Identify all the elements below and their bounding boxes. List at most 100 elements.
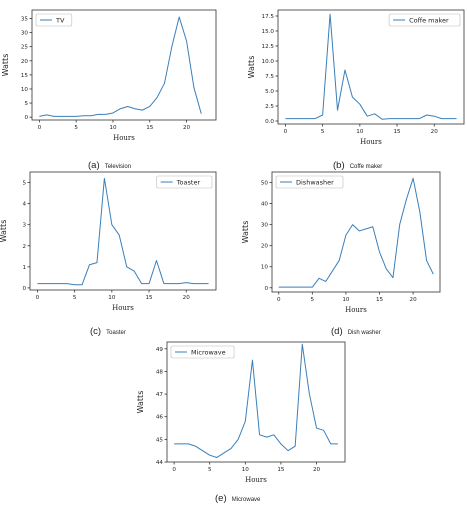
caption-tag: (b) (333, 160, 345, 171)
caption-name: Dish washer (347, 330, 381, 336)
y-axis-title: Watts (241, 221, 250, 244)
y-tick-label: 15 (21, 73, 29, 79)
x-tick-label: 0 (284, 129, 288, 135)
x-tick-label: 10 (108, 295, 116, 301)
y-tick-label: 49 (156, 347, 164, 353)
y-tick-label: 10 (21, 87, 29, 93)
y-tick-label: 20 (21, 59, 29, 65)
caption-name: Coffe maker (349, 164, 383, 170)
y-tick-label: 2 (22, 244, 26, 250)
x-tick-label: 0 (36, 295, 40, 301)
x-tick-label: 15 (393, 129, 401, 135)
y-tick-label: 50 (261, 181, 269, 187)
series-line-coffe-maker (285, 13, 457, 120)
y-tick-label: 46 (156, 415, 164, 421)
x-tick-label: 15 (277, 467, 285, 473)
y-tick-label: 5.0 (265, 89, 274, 95)
legend-frame (170, 345, 235, 359)
y-tick-label: 45 (156, 437, 164, 443)
series-line-toaster (37, 177, 209, 286)
x-tick-label: 20 (183, 125, 191, 131)
y-tick-label: 20 (261, 244, 269, 250)
y-axis-title: Watts (1, 54, 10, 77)
caption-dishwasher: (d) Dish washer (331, 319, 381, 338)
y-tick-label: 5 (24, 101, 28, 107)
y-tick-label: 4 (22, 202, 26, 208)
plot-frame (31, 9, 217, 121)
y-tick-label: 25 (21, 45, 29, 51)
x-axis-title: Hours (113, 134, 135, 142)
y-tick-label: 0.0 (265, 119, 274, 125)
x-tick-label: 20 (183, 295, 191, 301)
x-tick-label: 5 (321, 129, 325, 135)
x-tick-label: 20 (410, 297, 418, 303)
x-tick-label: 0 (172, 467, 176, 473)
y-tick-label: 30 (261, 223, 269, 229)
caption-tag: (a) (88, 160, 100, 171)
legend-label: Toaster (176, 178, 201, 186)
legend-frame (275, 175, 344, 189)
x-tick-label: 15 (146, 125, 154, 131)
legend: Toaster (156, 175, 213, 189)
caption-name: Toaster (106, 330, 126, 336)
y-tick-label: 7.5 (265, 74, 274, 80)
legend-label: Dishwasher (296, 178, 334, 186)
legend-label: TV (55, 16, 65, 24)
y-tick-label: 47 (156, 392, 164, 398)
legend-frame (388, 13, 461, 27)
y-axis-title: Watts (0, 220, 8, 243)
series-line-tv (39, 16, 202, 117)
legend-frame (156, 175, 213, 189)
y-tick-label: 44 (156, 460, 164, 466)
x-axis-title: Hours (360, 138, 382, 146)
legend-frame (35, 13, 73, 27)
y-tick-label: 40 (261, 202, 269, 208)
legend: Coffe maker (388, 13, 461, 27)
series-line-dishwasher (278, 177, 434, 288)
x-axis-title: Hours (245, 476, 267, 484)
x-tick-label: 20 (431, 129, 439, 135)
x-axis-title: Hours (112, 304, 134, 312)
y-axis-title: Watts (136, 391, 145, 414)
x-tick-label: 10 (242, 467, 250, 473)
y-axis-title: Watts (247, 56, 256, 79)
y-tick-label: 15.0 (262, 29, 275, 35)
y-tick-label: 48 (156, 369, 164, 375)
x-tick-label: 0 (277, 297, 281, 303)
y-tick-label: 10.0 (262, 59, 275, 65)
x-tick-label: 15 (376, 297, 384, 303)
caption-name: Microwave (231, 497, 261, 503)
caption-name: Television (104, 164, 132, 170)
legend-label: Coffe maker (409, 16, 449, 24)
y-tick-label: 0 (24, 115, 28, 121)
x-tick-label: 5 (73, 295, 77, 301)
y-tick-label: 0 (22, 286, 26, 292)
plot-frame (277, 9, 465, 125)
legend: TV (35, 13, 73, 27)
caption-tag: (e) (215, 493, 227, 504)
x-tick-label: 15 (145, 295, 153, 301)
x-tick-label: 10 (109, 125, 117, 131)
y-tick-label: 0 (264, 286, 268, 292)
series-line-microwave (174, 343, 338, 458)
caption-television: (a) Television (88, 153, 131, 172)
y-tick-label: 1 (22, 265, 26, 271)
x-tick-label: 5 (311, 297, 315, 303)
y-tick-label: 12.5 (262, 44, 275, 50)
caption-tag: (d) (331, 326, 343, 337)
x-tick-label: 10 (356, 129, 364, 135)
caption-toaster: (c) Toaster (90, 319, 126, 338)
x-tick-label: 20 (313, 467, 321, 473)
x-tick-label: 0 (38, 125, 42, 131)
y-tick-label: 2.5 (265, 104, 274, 110)
y-tick-label: 5 (22, 181, 26, 187)
y-tick-label: 35 (21, 16, 29, 22)
caption-coffee-maker: (b) Coffe maker (333, 153, 382, 172)
y-tick-label: 30 (21, 31, 29, 37)
y-tick-label: 3 (22, 223, 26, 229)
caption-microwave: (e) Microwave (215, 486, 260, 505)
